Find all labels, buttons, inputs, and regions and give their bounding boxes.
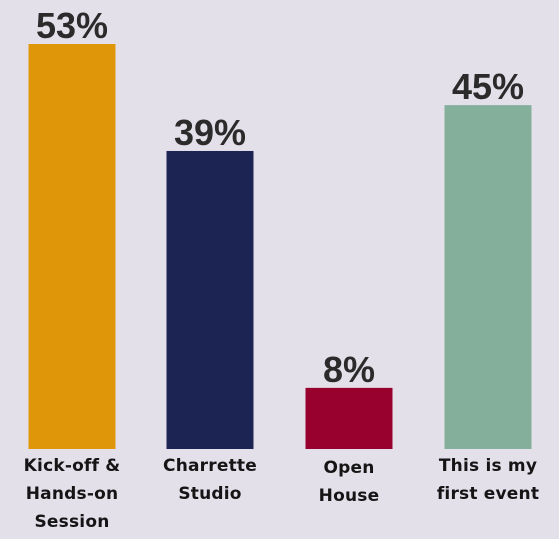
category-label-2: Charrette Studio <box>140 452 280 508</box>
category-label-line: Kick-off & <box>23 456 121 476</box>
bar-3 <box>305 387 393 449</box>
category-label-line: This is my <box>438 456 538 476</box>
category-label-line: Hands-on <box>25 484 119 504</box>
category-label-4: This is my first event <box>418 452 558 508</box>
category-label-3: Open House <box>279 454 419 510</box>
bar-1 <box>28 44 116 449</box>
bar-value-label-3: 8% <box>323 349 375 390</box>
category-label-line: first event <box>436 484 540 504</box>
category-label-line: House <box>318 486 380 506</box>
bar-value-label-1: 53% <box>36 5 108 46</box>
bar-4 <box>444 105 532 449</box>
category-label-1: Kick-off & Hands-on Session <box>2 452 142 536</box>
category-label-line: Charrette <box>163 456 257 476</box>
category-label-line: Session <box>34 512 110 532</box>
bar-value-label-2: 39% <box>174 112 246 153</box>
category-label-line: Open <box>323 458 375 478</box>
bar-2 <box>166 150 254 449</box>
category-label-line: Studio <box>178 484 242 504</box>
bar-value-label-4: 45% <box>452 66 524 107</box>
